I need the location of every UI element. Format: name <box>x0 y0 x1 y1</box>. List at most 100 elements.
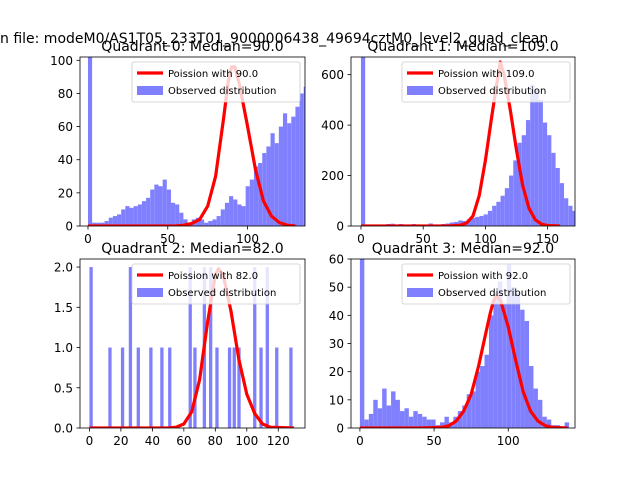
histogram-bar <box>413 411 418 428</box>
histogram-bar <box>215 347 219 428</box>
histogram-bar <box>220 209 225 226</box>
legend-label-observed: Observed distribution <box>168 86 276 97</box>
axes-frame <box>79 56 306 227</box>
x-tick-label: 50 <box>160 232 175 246</box>
histogram-bar <box>364 419 369 428</box>
histogram-bar <box>237 347 241 428</box>
y-tick-label: 0.0 <box>54 422 73 436</box>
histogram-bar <box>188 267 192 428</box>
legend-bar-swatch <box>137 288 163 297</box>
histogram-bar <box>534 89 539 226</box>
histogram-bar <box>287 123 292 226</box>
y-tick-label: 50 <box>329 281 344 295</box>
histogram-bar <box>262 153 267 226</box>
histogram-bar <box>493 292 498 428</box>
histogram-bar <box>530 84 535 226</box>
histogram-bar <box>399 411 405 428</box>
histogram-bar <box>483 214 488 226</box>
histogram-bar <box>112 216 118 226</box>
x-tick-label: 150 <box>536 232 559 246</box>
legend: Poission with 92.0 Observed distribution <box>401 263 571 305</box>
histogram-bar <box>564 422 570 428</box>
histogram-bar <box>513 160 518 226</box>
histogram-bar <box>551 152 556 226</box>
histogram-bar <box>484 354 489 428</box>
histogram-bar <box>96 222 101 226</box>
y-tick-label: 0 <box>65 220 73 234</box>
histogram-bar <box>266 146 271 226</box>
histogram-bar <box>289 347 293 428</box>
histogram-bar <box>129 207 134 226</box>
histogram-bar <box>594 225 598 226</box>
histogram-bar <box>303 86 305 226</box>
histogram-bar <box>500 195 505 226</box>
histogram-bar <box>104 221 109 226</box>
histogram-bar <box>282 113 288 226</box>
y-tick-label: 100 <box>50 54 73 68</box>
histogram-bar <box>360 57 366 226</box>
legend-label-poisson: Poission with 109.0 <box>438 69 534 80</box>
histogram-bar <box>555 167 560 226</box>
histogram-bar <box>227 347 232 428</box>
histogram-bar <box>568 205 573 226</box>
histogram-bar <box>183 219 188 226</box>
histogram-bar <box>308 100 312 226</box>
histogram-bar <box>258 163 263 226</box>
histogram-bar <box>559 183 565 226</box>
histogram-bar <box>542 122 548 226</box>
histogram-bar <box>312 127 316 226</box>
legend-label-poisson: Poission with 82.0 <box>168 271 258 282</box>
x-tick-label: 100 <box>235 434 258 448</box>
histogram-bar <box>253 267 257 428</box>
x-tick-label: 100 <box>236 232 259 246</box>
histogram-bar <box>487 210 493 226</box>
histogram-bar <box>150 189 155 226</box>
histogram-bar <box>515 292 521 428</box>
histogram-bar <box>166 189 171 226</box>
histogram-bar <box>525 120 531 226</box>
panel-quadrant-3: 0 50 100 0 10 20 30 40 50 60 Quadrant 3: Median=92… <box>329 241 576 448</box>
histogram-bar <box>158 186 163 226</box>
panel-title: Quadrant 0: Median=90.0 <box>101 39 283 55</box>
histogram-bar <box>204 222 209 226</box>
legend-label-observed: Observed distribution <box>438 288 546 299</box>
panel-title: Quadrant 2: Median=82.0 <box>101 241 283 257</box>
histogram-bar <box>324 180 328 226</box>
histogram-bar <box>382 388 387 428</box>
histogram-bar <box>233 199 238 226</box>
histogram-bar <box>520 309 525 428</box>
histogram-bar <box>502 304 507 428</box>
histogram-bar <box>160 347 164 428</box>
histogram-bar <box>458 220 463 226</box>
histogram-bar <box>479 215 484 226</box>
histogram-bar <box>585 223 589 226</box>
histogram-bar <box>475 216 480 226</box>
histogram-bar <box>496 201 501 226</box>
histogram-bar <box>175 204 180 226</box>
histogram-bar <box>488 315 494 428</box>
x-tick-label: 50 <box>416 232 431 246</box>
histogram-bar <box>200 219 205 226</box>
histogram-bar <box>154 184 159 226</box>
y-tick-label: 10 <box>329 393 344 407</box>
x-tick-label: 0 <box>84 232 92 246</box>
histogram-bar <box>137 204 142 226</box>
histogram-bar <box>179 212 184 226</box>
histogram-bar <box>245 186 250 226</box>
histogram-bar <box>417 413 423 428</box>
y-tick-label: 1.0 <box>54 341 73 355</box>
histogram-bar <box>237 204 242 226</box>
histogram-bar <box>359 259 365 428</box>
legend-box <box>401 61 571 103</box>
x-tick-label: 50 <box>426 434 441 448</box>
x-tick-label: 20 <box>113 434 128 448</box>
histogram-bar <box>492 205 497 226</box>
histogram-bar <box>524 320 530 428</box>
histogram-bar <box>270 133 275 226</box>
histogram-bar <box>249 179 254 226</box>
histogram-bar <box>224 202 230 226</box>
histogram-bars <box>87 57 328 226</box>
histogram-bar <box>149 347 153 428</box>
panel-quadrant-1: 0 50 100 150 0 200 400 600 Quadrant 1: Median=10… <box>321 39 598 246</box>
x-tick-label: 120 <box>267 434 290 448</box>
